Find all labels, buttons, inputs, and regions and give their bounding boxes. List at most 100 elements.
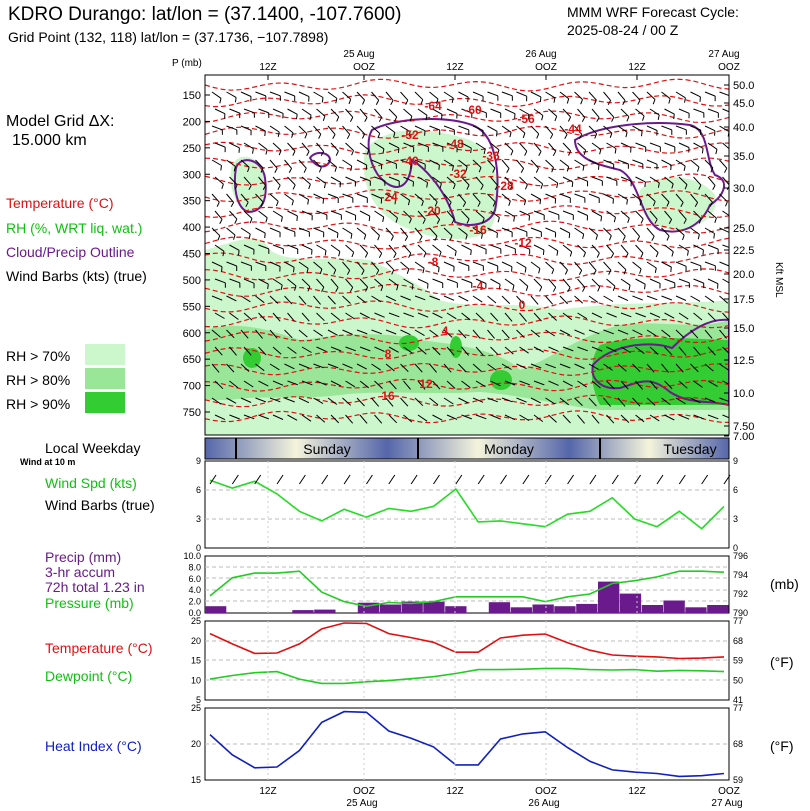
isotherm-label: 16 xyxy=(381,389,395,403)
axis-tick: 3 xyxy=(196,514,201,524)
surface-wind-barb xyxy=(366,474,373,485)
height-tick: 15.0 xyxy=(733,323,754,335)
top-hour-label: OOZ xyxy=(353,62,375,73)
surface-wind-barb xyxy=(589,474,597,485)
cross-section-plot: -64 -60-56-52-48-44-40 -36-32-28-24-20-16-… xyxy=(205,75,729,435)
pressure-tick: 500 xyxy=(183,275,201,287)
bottom-date-label: 25 Aug xyxy=(346,798,377,809)
wind-barbs-label: Wind Barbs (true) xyxy=(45,497,155,513)
precip-bar xyxy=(598,581,620,613)
top-hour-label: 12Z xyxy=(259,62,276,73)
axis-tick: 5 xyxy=(196,695,201,705)
pressure-tick: 650 xyxy=(183,354,201,366)
precip-bar xyxy=(510,607,532,613)
height-tick: 25.0 xyxy=(733,223,754,235)
top-hour-label: OOZ xyxy=(535,62,557,73)
pressure-line xyxy=(209,570,725,608)
heat-index-panel: 25 20 15 77 68 59 xyxy=(191,703,743,785)
top-hour-label: 12Z xyxy=(446,62,463,73)
legend-wind: Wind Barbs (kts) (true) xyxy=(6,268,147,284)
precip-pressure-panel: 10.08.0 6.04.0 2.00.0 796 794 792 790 xyxy=(183,551,748,618)
axis-tick: 792 xyxy=(733,589,748,599)
axis-tick: 77 xyxy=(733,703,743,713)
precip-bar xyxy=(205,606,227,613)
axis-tick: 20 xyxy=(191,739,201,749)
legend-cloud: Cloud/Precip Outline xyxy=(6,244,135,260)
cloud-outline xyxy=(233,118,729,407)
surface-wind-barb xyxy=(678,474,686,485)
height-tick: 7.50 xyxy=(733,421,754,433)
precip-bar xyxy=(379,604,401,613)
top-date-label: 25 Aug xyxy=(343,49,374,60)
temperature-panel: 25 20 15 10 5 77 68 59 50 41 xyxy=(191,616,743,705)
axis-tick: 796 xyxy=(733,551,748,561)
legend-rh: RH (%, WRT liq. wat.) xyxy=(6,220,143,236)
surface-wind-barb xyxy=(433,474,440,485)
height-tick: 45.0 xyxy=(733,98,754,110)
surface-wind-barb xyxy=(477,474,485,485)
surface-wind-barb xyxy=(701,474,709,485)
height-tick: 7.00 xyxy=(733,431,754,443)
height-axis-label: Kft MSL xyxy=(773,262,784,298)
precip-bar xyxy=(685,607,707,613)
axis-tick: 9 xyxy=(733,456,738,466)
temperature-line xyxy=(209,622,725,660)
isotherm-label: -56 xyxy=(517,112,535,126)
axis-tick: 68 xyxy=(733,739,743,749)
isotherm-label: -44 xyxy=(564,122,582,136)
precip-bar xyxy=(314,609,336,613)
bottom-date-label: 27 Aug xyxy=(711,798,742,809)
axis-tick: 25 xyxy=(191,703,201,713)
isotherm-label: -12 xyxy=(514,236,532,250)
isotherm-label: -4 xyxy=(473,279,484,293)
axis-tick: 10 xyxy=(191,675,201,685)
weekday-subtitle: Wind at 10 m xyxy=(20,457,76,467)
precip-bar xyxy=(532,604,554,613)
heat-index-line xyxy=(209,710,725,778)
surface-wind-barb xyxy=(254,474,262,485)
isotherm-label: -36 xyxy=(482,149,500,163)
precip-bar xyxy=(641,605,663,613)
legend-rh70-label: RH > 70% xyxy=(6,348,71,364)
day-label-tuesday: Tuesday xyxy=(663,441,716,457)
precip-bar xyxy=(292,610,314,613)
wind-speed-label: Wind Spd (kts) xyxy=(45,475,137,491)
pressure-tick: 350 xyxy=(183,196,201,208)
surface-wind-barb xyxy=(522,474,530,485)
height-tick: 22.5 xyxy=(733,245,754,257)
height-tick: 10.0 xyxy=(733,388,754,400)
precip-accum-label: 3-hr accum xyxy=(45,564,116,580)
height-tick: 12.5 xyxy=(733,355,754,367)
height-tick: 20.0 xyxy=(733,269,754,281)
surface-wind-barb xyxy=(231,474,239,485)
axis-tick: 0 xyxy=(196,543,201,553)
wind-speed-panel: 9 6 3 0 9 6 3 0 xyxy=(196,456,738,553)
bottom-hour-label: OOZ xyxy=(535,786,557,797)
surface-wind-barb xyxy=(276,474,284,485)
pressure-label: Pressure (mb) xyxy=(45,595,134,611)
axis-tick: 4.0 xyxy=(188,585,201,595)
station-title: KDRO Durango: lat/lon = (37.1400, -107.7… xyxy=(8,4,402,25)
axis-tick: 0 xyxy=(733,543,738,553)
top-hour-label: 12Z xyxy=(628,62,645,73)
axis-tick: 68 xyxy=(733,636,743,646)
height-tick: 17.5 xyxy=(733,294,754,306)
isotherm-label: -52 xyxy=(401,128,419,142)
top-hour-label: OOZ xyxy=(718,62,740,73)
height-tick: 30.0 xyxy=(733,183,754,195)
top-date-label: 27 Aug xyxy=(708,49,739,60)
precip-bar xyxy=(423,601,445,613)
isotherm-label: 8 xyxy=(385,347,392,361)
bottom-hour-label: 12Z xyxy=(259,786,276,797)
isotherm-labels: -64 -60-56-52-48-44-40 -36-32-28-24-20-16-… xyxy=(380,99,582,403)
weekday-title: Local Weekday xyxy=(45,440,141,456)
isotherm-label: -24 xyxy=(380,190,398,204)
pressure-tick: 450 xyxy=(183,249,201,261)
axis-tick: 2.0 xyxy=(188,597,201,607)
axis-tick: 6.0 xyxy=(188,574,201,584)
axis-tick: 41 xyxy=(733,695,743,705)
surface-wind-barb xyxy=(611,474,619,485)
dewpoint-line xyxy=(209,667,725,685)
